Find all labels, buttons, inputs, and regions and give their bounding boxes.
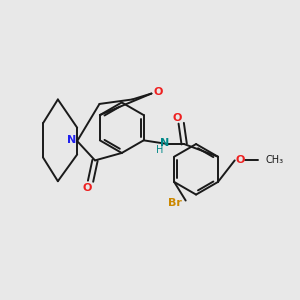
Text: N: N (160, 138, 169, 148)
Text: O: O (153, 87, 163, 97)
Text: O: O (82, 183, 92, 193)
Text: Br: Br (168, 199, 182, 208)
Text: O: O (235, 155, 244, 165)
Text: O: O (172, 113, 182, 123)
Text: CH₃: CH₃ (266, 155, 284, 165)
Text: H: H (156, 145, 163, 155)
Text: N: N (67, 135, 76, 145)
